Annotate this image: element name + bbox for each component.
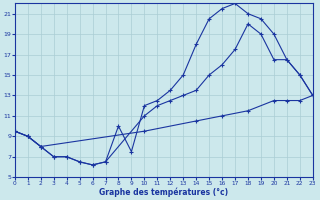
X-axis label: Graphe des températures (°c): Graphe des températures (°c): [99, 187, 228, 197]
